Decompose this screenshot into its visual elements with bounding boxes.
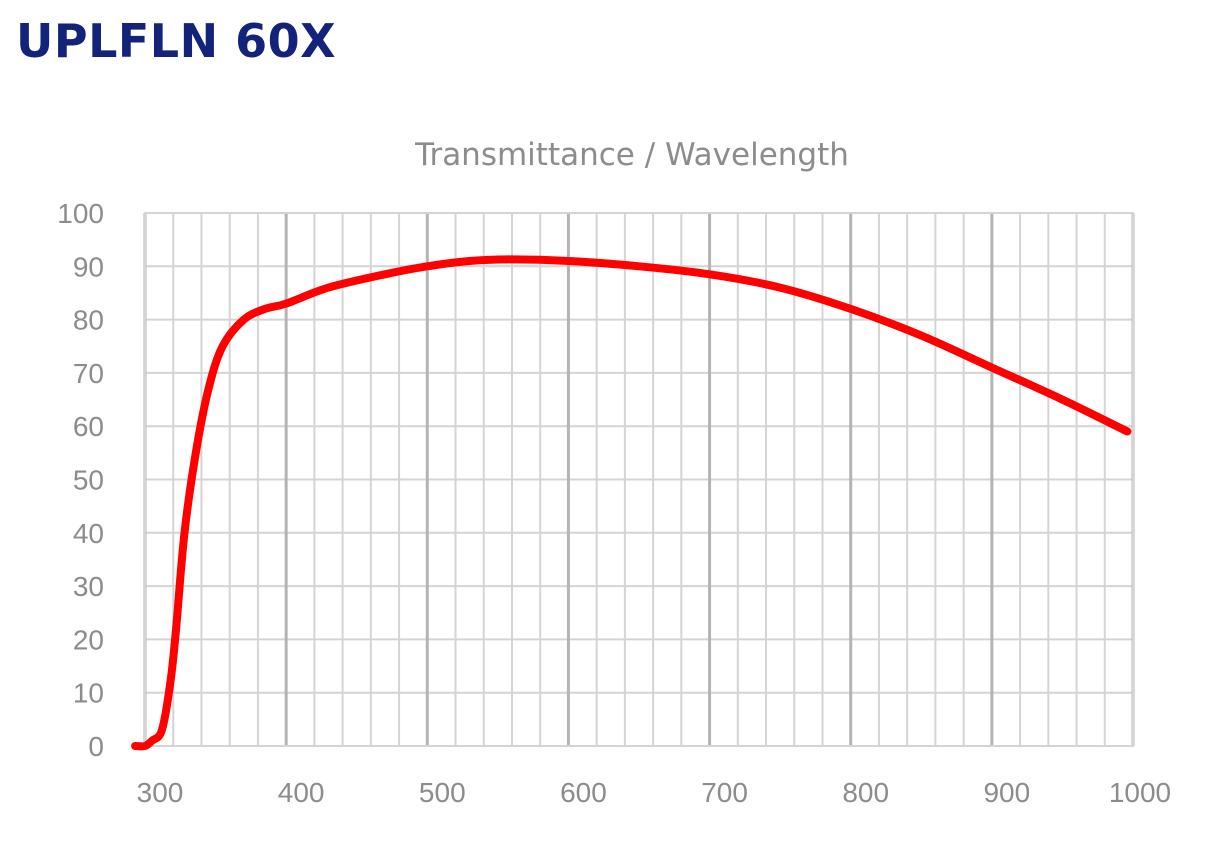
x-tick-label: 1000 <box>1109 777 1171 808</box>
x-tick-label: 800 <box>842 777 889 808</box>
y-tick-label: 100 <box>57 198 104 229</box>
y-tick-label: 20 <box>73 624 104 655</box>
y-tick-label: 30 <box>73 571 104 602</box>
y-tick-label: 90 <box>73 251 104 282</box>
x-tick-label: 400 <box>278 777 325 808</box>
y-tick-label: 40 <box>73 518 104 549</box>
y-tick-label: 10 <box>73 678 104 709</box>
y-tick-label: 0 <box>88 731 104 762</box>
x-tick-label: 700 <box>701 777 748 808</box>
x-tick-label: 900 <box>983 777 1030 808</box>
x-tick-labels: 300 400 500 600 700 800 900 1000 <box>137 777 1172 808</box>
x-tick-label: 600 <box>560 777 607 808</box>
plot-frame <box>144 212 1134 747</box>
series-group <box>131 255 1132 751</box>
y-tick-label: 50 <box>73 465 104 496</box>
y-tick-label: 60 <box>73 411 104 442</box>
page-title: UPLFLN 60X <box>16 14 337 68</box>
transmittance-line <box>131 255 1132 751</box>
y-tick-label: 80 <box>73 305 104 336</box>
y-tick-label: 70 <box>73 358 104 389</box>
chart-title: Transmittance / Wavelength <box>414 137 849 173</box>
x-tick-label: 300 <box>137 777 184 808</box>
y-tick-labels: 0 10 20 30 40 50 60 70 80 90 100 <box>57 198 104 762</box>
chart-grid <box>143 212 1135 747</box>
x-tick-label: 500 <box>419 777 466 808</box>
